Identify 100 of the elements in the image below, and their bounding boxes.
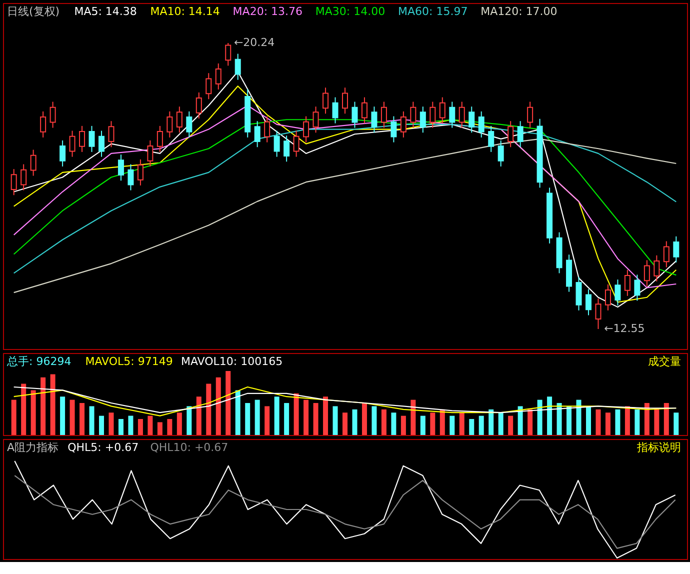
text: MA5: 14.38	[74, 5, 137, 18]
bar	[323, 396, 328, 435]
bar	[410, 400, 416, 435]
candlestick	[128, 164, 134, 191]
annotation: ←12.55	[604, 322, 645, 335]
bar	[352, 409, 358, 435]
bar	[488, 409, 494, 435]
bar	[362, 403, 367, 435]
candlestick	[264, 116, 270, 143]
bar	[206, 384, 212, 435]
candlestick	[458, 101, 465, 128]
bar	[148, 416, 153, 435]
candlestick	[604, 284, 611, 311]
bar	[372, 406, 377, 435]
candlestick	[20, 164, 27, 191]
bar	[99, 416, 104, 435]
bar	[80, 403, 85, 435]
series-label: QHL5: +0.67	[68, 441, 139, 454]
bar	[128, 416, 134, 435]
bar	[342, 412, 348, 435]
candlestick	[488, 125, 494, 152]
bar	[50, 374, 56, 435]
bar	[644, 403, 650, 435]
candlestick	[361, 96, 368, 124]
bar	[11, 400, 16, 435]
bar	[596, 409, 601, 435]
candlestick	[225, 42, 232, 66]
candlestick	[254, 120, 260, 148]
candlestick	[176, 106, 182, 134]
candlestick	[147, 140, 154, 167]
candlestick	[410, 101, 416, 128]
candlestick	[312, 106, 319, 134]
candlestick	[644, 260, 650, 287]
bar	[547, 396, 552, 435]
candlestick	[50, 101, 56, 128]
bar	[537, 400, 542, 435]
candlestick	[322, 87, 329, 114]
candlestick	[79, 125, 86, 152]
text: QHL10: +0.67	[150, 441, 228, 454]
candlestick	[527, 101, 534, 128]
bar	[459, 412, 464, 435]
bar	[381, 409, 386, 435]
bar	[478, 416, 484, 435]
candlestick	[40, 110, 46, 138]
bar	[21, 384, 26, 435]
bar	[157, 422, 162, 435]
candlestick	[468, 106, 475, 134]
candlestick	[624, 269, 630, 296]
text: 指标说明	[636, 441, 681, 454]
candlestick	[196, 92, 202, 119]
bar	[430, 412, 436, 435]
candlestick	[69, 130, 76, 158]
bar	[576, 400, 582, 435]
candlestick	[30, 149, 36, 176]
bar	[605, 412, 610, 435]
candlestick	[508, 120, 514, 148]
candlestick	[400, 110, 406, 138]
bar	[556, 403, 562, 435]
candlestick	[654, 254, 660, 282]
text: MA30: 14.00	[315, 5, 386, 18]
bar	[664, 403, 669, 435]
bar	[400, 416, 406, 435]
bar	[566, 406, 572, 435]
chart-title: 日线(复权)	[7, 5, 60, 18]
bar	[254, 400, 260, 435]
text: MAVOL5: 97149	[85, 355, 173, 368]
bar	[89, 406, 94, 435]
candlestick	[576, 276, 582, 311]
bar	[654, 409, 660, 435]
candlestick	[156, 125, 163, 152]
candlestick	[274, 130, 280, 158]
bar	[196, 396, 202, 435]
candlestick	[10, 168, 17, 196]
candlestick	[595, 298, 602, 330]
candlestick	[215, 62, 222, 90]
candlestick	[293, 130, 300, 158]
bar	[274, 396, 280, 435]
candlestick	[186, 110, 192, 138]
candlestick	[88, 125, 95, 152]
text: MA60: 15.97	[398, 5, 468, 18]
candlestick	[430, 101, 436, 128]
candlestick	[332, 96, 338, 124]
candlestick	[284, 135, 290, 162]
candlestick	[663, 240, 670, 268]
candlestick	[380, 101, 387, 128]
bar	[518, 406, 523, 435]
text: MA120: 17.00	[480, 5, 558, 18]
bar	[226, 371, 231, 435]
candlestick	[420, 106, 426, 134]
bar	[508, 416, 514, 435]
bar	[391, 412, 396, 435]
bar	[615, 409, 620, 435]
bar	[70, 400, 75, 435]
bar	[118, 419, 124, 435]
text: MA20: 13.76	[232, 5, 303, 18]
candlestick	[585, 288, 592, 316]
candlestick	[449, 101, 456, 128]
candlestick	[614, 279, 621, 306]
bar	[216, 377, 221, 435]
bar	[634, 409, 640, 435]
